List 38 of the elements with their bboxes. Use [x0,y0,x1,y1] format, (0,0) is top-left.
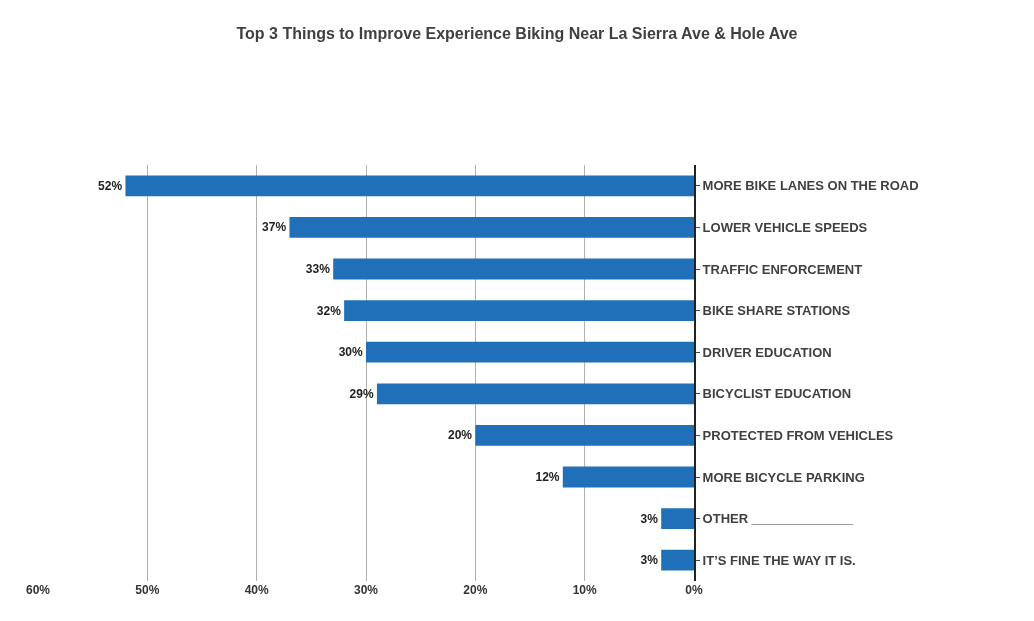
y-tick-label: BIKE SHARE STATIONS [702,303,851,319]
data-label: 33% [305,262,331,276]
x-tick-label: 50% [135,583,160,597]
data-label: 3% [640,553,659,568]
bar [333,258,694,280]
x-tick-label: 10% [572,583,597,597]
bar [344,300,694,321]
bar [376,383,694,405]
y-tick-label: TRAFFIC ENFORCEMENT [702,261,863,277]
bar [562,466,694,488]
data-label: 52% [98,178,123,193]
chart-title: Top 3 Things to Improve Experience Biking Near La Sierra Ave & Hole Ave [236,25,798,43]
bar [661,508,694,529]
bar [125,175,694,197]
x-tick-label: 40% [244,583,269,597]
data-label: 12% [535,470,560,484]
y-tick-label: IT’S FINE THE WAY IT IS. [702,552,856,568]
data-label: 20% [447,428,473,443]
x-tick-label: 30% [353,583,379,597]
y-tick-label: DRIVER EDUCATION [702,344,832,360]
x-tick-label: 20% [463,583,488,597]
data-label: 29% [349,386,374,401]
data-label: 3% [640,511,659,526]
y-tick-label: OTHER ______________ [702,511,854,527]
y-tick-label: BICYCLIST EDUCATION [702,386,852,402]
x-tick-label: 0% [685,583,703,597]
y-tick-label: MORE BICYCLE PARKING [702,469,865,485]
bar [475,425,694,446]
y-tick-label: LOWER VEHICLE SPEEDS [702,219,868,235]
data-label: 30% [338,345,363,360]
y-tick-label: MORE BIKE LANES ON THE ROAD [702,178,919,194]
bar [366,341,694,363]
data-label: 37% [262,220,287,235]
y-tick-label: PROTECTED FROM VEHICLES [702,427,894,443]
x-tick-label: 60% [25,583,51,597]
bar [661,549,694,571]
bar [289,217,694,238]
data-label: 32% [316,303,342,318]
